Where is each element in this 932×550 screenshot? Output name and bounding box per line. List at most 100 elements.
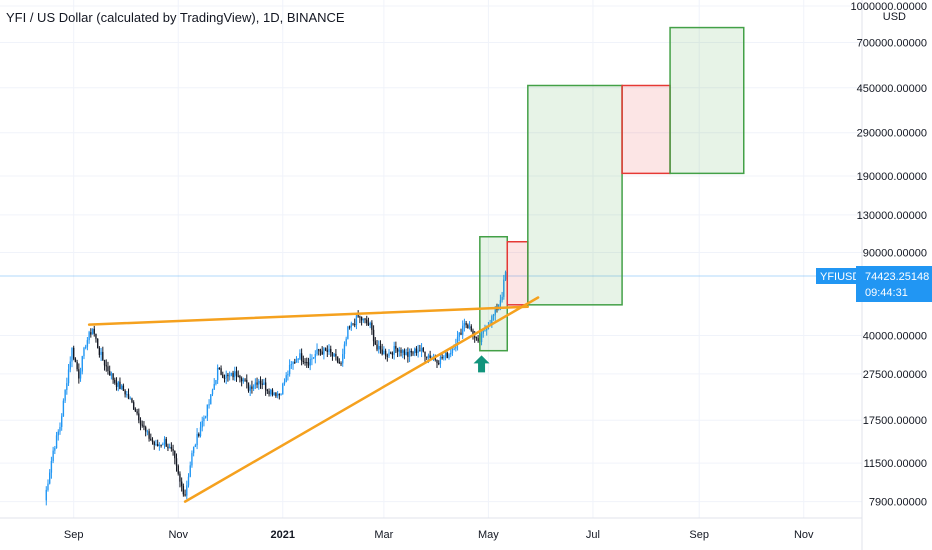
candle-up <box>199 421 202 438</box>
candle-up <box>462 320 464 339</box>
candle-body <box>362 318 364 321</box>
candle-up <box>492 313 495 321</box>
candle-body <box>216 367 219 381</box>
candle-down <box>256 377 258 389</box>
candle-body <box>335 353 337 357</box>
candle-body <box>381 349 383 355</box>
candle-body <box>158 444 161 446</box>
candle-body <box>443 356 445 359</box>
candle-body <box>108 371 111 376</box>
projection-boxes[interactable] <box>479 26 745 352</box>
candle-up <box>345 336 347 347</box>
candle-body <box>273 393 275 395</box>
price-axis[interactable]: 1000000.00000 700000.00000 450000.00000 290… <box>851 1 927 509</box>
currency-label: USD <box>882 11 906 23</box>
candle-down <box>108 365 111 376</box>
candle-body <box>486 329 488 331</box>
candle-body <box>234 371 236 378</box>
candle-body <box>172 448 174 451</box>
candle-up <box>388 349 390 359</box>
candle-up <box>398 346 400 357</box>
candle-down <box>73 345 75 361</box>
candle-body <box>475 336 478 339</box>
candle-body <box>141 424 143 426</box>
candle-up <box>258 379 260 390</box>
candle-body <box>91 328 94 335</box>
time-axis[interactable]: Sep Nov 2021 Mar May Jul Sep Nov <box>64 529 814 541</box>
candle-body <box>470 326 472 331</box>
candle-body <box>467 324 469 329</box>
candle-up <box>383 346 385 355</box>
candle-down <box>244 378 246 382</box>
candle-body <box>156 444 159 446</box>
price-tick-label: 290000.00000 <box>857 128 927 140</box>
candle-up <box>343 341 346 359</box>
candle-body <box>357 315 359 317</box>
candle-body <box>504 271 507 280</box>
candle-up <box>79 367 82 382</box>
candle-down <box>148 428 150 442</box>
candle-down <box>264 377 267 396</box>
candle-down <box>321 346 323 355</box>
candle-up <box>378 340 380 354</box>
candle-down <box>144 425 147 437</box>
arrow-marker[interactable] <box>473 355 490 373</box>
candle-body <box>62 400 65 417</box>
candle-body <box>280 394 282 396</box>
candle-down <box>259 376 262 389</box>
candle-body <box>420 348 423 351</box>
candle-body <box>150 438 152 441</box>
candle-body <box>271 389 274 395</box>
candle-down <box>115 377 118 391</box>
candle-body <box>117 381 119 387</box>
candle-body <box>482 330 484 334</box>
candle-down <box>180 477 183 492</box>
candle-down <box>271 388 274 397</box>
candle-up <box>417 344 419 358</box>
candle-body <box>264 382 267 390</box>
candle-up <box>405 348 407 356</box>
candle-down <box>465 320 467 329</box>
candle-down <box>338 358 341 364</box>
candle-body <box>251 386 253 389</box>
candle-down <box>165 436 167 447</box>
candle-body <box>501 296 503 301</box>
candle-body <box>312 357 315 359</box>
candle-body <box>415 348 418 353</box>
candle-up <box>57 429 59 441</box>
candle-body <box>448 354 450 359</box>
candle-up <box>64 389 66 404</box>
candle-up <box>503 274 505 300</box>
candle-down <box>76 359 78 372</box>
candle-down <box>239 374 241 383</box>
candle-body <box>96 338 99 348</box>
candle-body <box>95 333 97 339</box>
candle-body <box>258 380 260 385</box>
trendlines[interactable] <box>87 296 540 503</box>
candle-body <box>294 362 296 364</box>
candle-up <box>311 354 313 366</box>
candle-down <box>359 315 361 324</box>
candle-up <box>204 415 207 419</box>
target-box <box>479 235 509 352</box>
candle-down <box>150 433 152 441</box>
candle-body <box>213 384 215 390</box>
candle-down <box>156 439 159 447</box>
candle-up <box>211 388 214 397</box>
price-tag[interactable]: YFIUSD 74423.25148 09:44:31 <box>816 266 932 302</box>
candle-up <box>414 347 416 357</box>
candle-up <box>110 371 113 380</box>
candle-up <box>299 349 301 360</box>
candle-up <box>252 384 255 391</box>
time-tick-label: Sep <box>689 529 709 541</box>
candle-body <box>403 350 406 355</box>
candle-body <box>391 353 394 355</box>
candle-down <box>396 347 399 358</box>
price-tick-label: 11500.00000 <box>864 458 927 470</box>
candle-up <box>71 347 73 368</box>
candle-down <box>384 348 387 360</box>
candle-down <box>114 377 116 385</box>
candle-up <box>333 352 335 358</box>
candle-body <box>263 382 265 385</box>
